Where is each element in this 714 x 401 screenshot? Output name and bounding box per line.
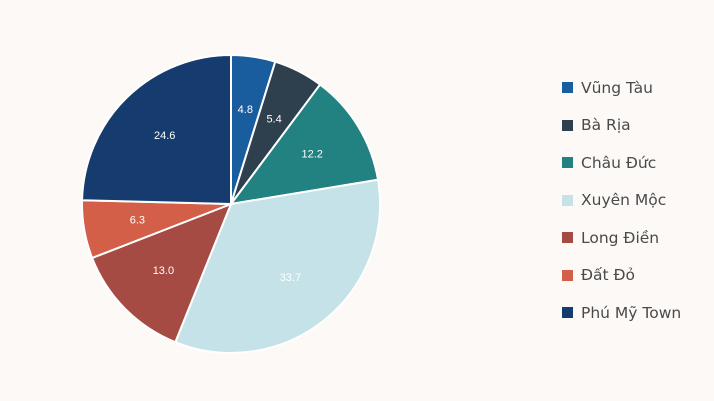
legend-label: Đất Đỏ — [581, 266, 636, 284]
legend-label: Bà Rịa — [581, 116, 631, 134]
slice-value-label: 12.2 — [301, 149, 322, 161]
legend-item: Bà Rịa — [562, 116, 681, 135]
legend-swatch — [562, 157, 573, 168]
legend-swatch — [562, 194, 573, 206]
legend-item: Đất Đỏ — [562, 266, 681, 285]
slice-value-label: 5.4 — [266, 113, 281, 125]
slice-value-label: 24.6 — [154, 130, 175, 142]
legend-item: Xuyên Mộc — [562, 191, 681, 210]
pie-slice-2 — [230, 83, 380, 205]
legend-item: Vũng Tàu — [562, 78, 681, 97]
pie-slice-4 — [91, 203, 232, 344]
legend-swatch — [562, 119, 573, 131]
legend-swatch — [562, 269, 573, 281]
legend: Vũng Tàu Bà Rịa Châu Đức Xuyên Mộc Long Điền… — [562, 78, 681, 341]
pie-slice-6 — [81, 54, 232, 205]
legend-label: Xuyên Mộc — [581, 191, 667, 209]
legend-label: Châu Đức — [581, 153, 657, 172]
legend-item: Phú Mỹ Town — [562, 303, 681, 322]
legend-item: Long Điền — [562, 228, 681, 247]
legend-swatch — [562, 82, 573, 93]
slice-value-label: 6.3 — [130, 214, 145, 226]
legend-item: Châu Đức — [562, 153, 681, 172]
legend-label: Phú Mỹ Town — [581, 303, 682, 322]
slice-value-label: 4.8 — [238, 104, 253, 116]
legend-label: Long Điền — [581, 228, 660, 247]
legend-swatch — [562, 307, 573, 318]
legend-label: Vũng Tàu — [581, 78, 653, 97]
slice-value-label: 13.0 — [153, 265, 174, 277]
slice-value-label: 33.7 — [280, 272, 301, 284]
pie-slice-3 — [174, 178, 381, 354]
legend-swatch — [562, 232, 573, 243]
